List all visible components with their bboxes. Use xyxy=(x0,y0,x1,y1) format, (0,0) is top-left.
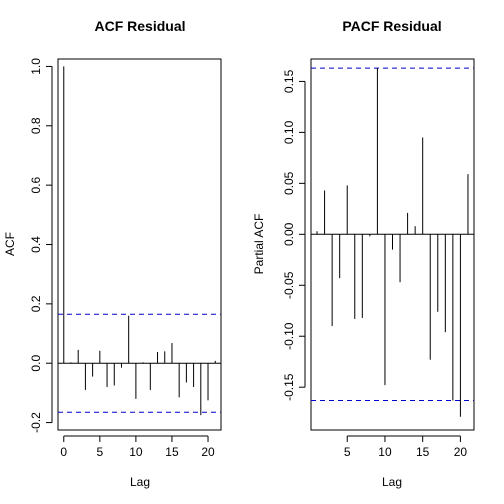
acf-y-tick-label: 0.2 xyxy=(29,295,43,312)
pacf-x-axis-label: Lag xyxy=(382,475,402,489)
acf-x-tick-label: 10 xyxy=(129,445,143,459)
pacf-y-tick-label: -0.05 xyxy=(282,271,296,299)
acf-y-axis-label: ACF xyxy=(3,232,17,256)
acf-y-tick-label: -0.2 xyxy=(29,412,43,433)
acf-y-tick-label: 1.0 xyxy=(29,58,43,75)
pacf-plot-frame xyxy=(310,58,475,431)
acf-title: ACF Residual xyxy=(94,18,185,34)
pacf-panel: PACF Residual Lag Partial ACF 5 10 15 20 -0.… xyxy=(252,18,475,489)
acf-x-tick-label: 15 xyxy=(165,445,179,459)
pacf-x-tick-label: 10 xyxy=(378,445,392,459)
acf-x-tick-label: 20 xyxy=(201,445,215,459)
pacf-y-tick-label: 0.10 xyxy=(282,120,296,144)
pacf-y-tick-label: 0.00 xyxy=(282,222,296,246)
acf-plot-frame xyxy=(57,58,222,431)
pacf-x-tick-label: 5 xyxy=(344,445,351,459)
acf-x-tick-label: 5 xyxy=(96,445,103,459)
pacf-y-tick-label: -0.10 xyxy=(282,322,296,350)
acf-y-tick-label: 0.4 xyxy=(29,236,43,253)
pacf-y-tick-label: 0.05 xyxy=(282,171,296,195)
pacf-y-axis-label: Partial ACF xyxy=(252,214,266,275)
acf-x-tick-label: 0 xyxy=(60,445,67,459)
pacf-y-tick-label: 0.15 xyxy=(282,69,296,93)
pacf-y-tick-label: -0.15 xyxy=(282,373,296,401)
acf-y-tick-label: 0.6 xyxy=(29,176,43,193)
acf-panel: ACF Residual Lag ACF 0 5 10 15 20-0.20.00.20… xyxy=(3,18,222,489)
acf-marks: 0 5 10 15 20 -0.2 0.0 0.2 0.4 0.6 0.8 1.0 xyxy=(29,58,221,459)
pacf-x-tick-label: 20 xyxy=(454,445,468,459)
pacf-marks: 5 10 15 20 -0.15 -0.10 -0.05 0.00 0.05 0.10 0.15 xyxy=(282,67,474,459)
pacf-x-tick-label: 15 xyxy=(416,445,430,459)
acf-y-tick-label: 0.8 xyxy=(29,117,43,134)
pacf-title: PACF Residual xyxy=(342,18,441,34)
acf-x-axis-label: Lag xyxy=(130,475,150,489)
acf-y-tick-label: 0.0 xyxy=(29,355,43,372)
